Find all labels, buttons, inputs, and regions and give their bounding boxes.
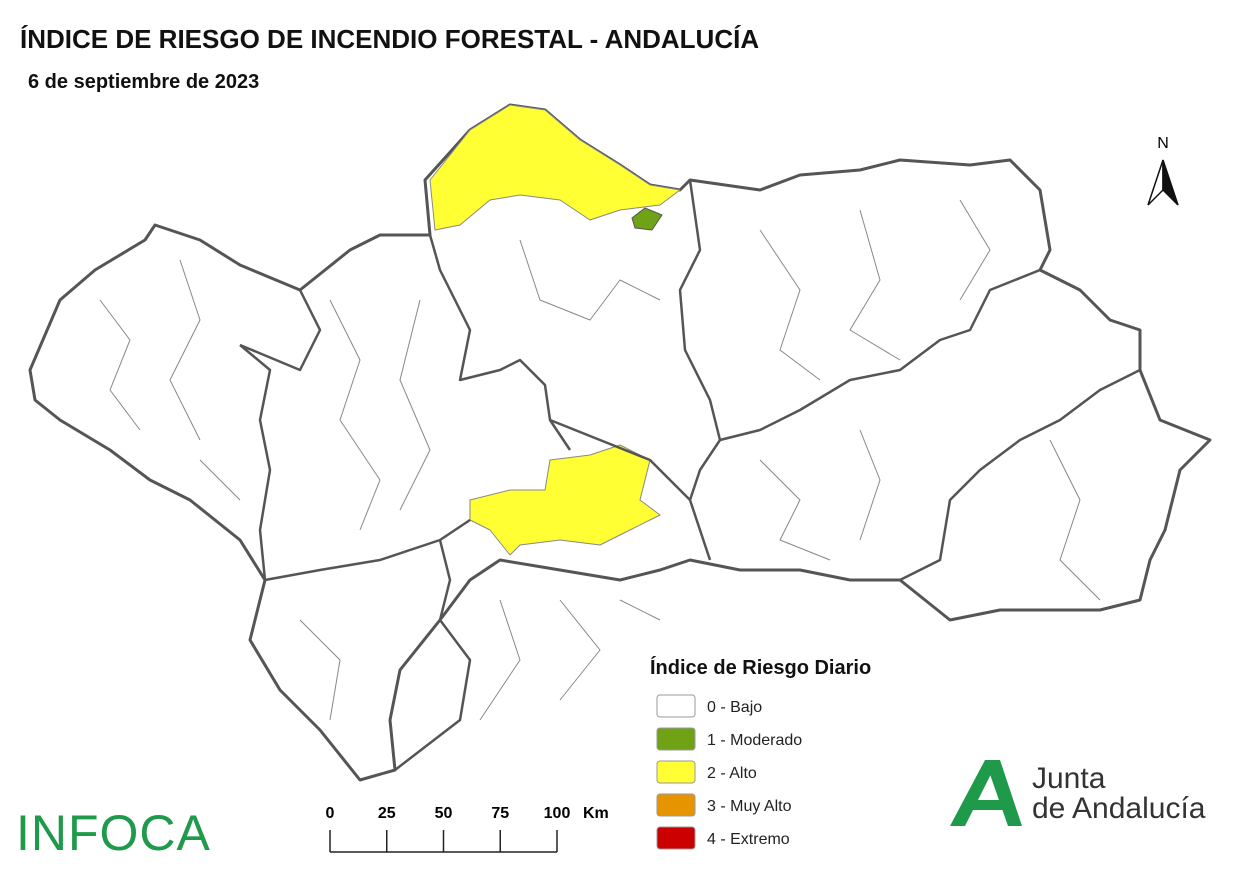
- north-arrow: N: [1147, 135, 1179, 206]
- legend-swatch: [656, 694, 696, 718]
- legend-swatch: [656, 793, 696, 817]
- province-borders: [239, 179, 1141, 771]
- scale-label: 25: [378, 805, 396, 822]
- scale-label: 0: [326, 805, 335, 822]
- map: [28, 103, 1212, 782]
- junta-line1: Junta: [1032, 762, 1106, 795]
- junta-logo: Junta de Andalucía: [950, 760, 1206, 826]
- scale-label: 100: [544, 805, 571, 822]
- logo-shape: [972, 800, 1015, 810]
- region-outline: [28, 103, 1212, 782]
- scale-bar: 0 25 50 75 100 Km: [326, 805, 609, 853]
- legend-label: 0 - Bajo: [707, 699, 762, 716]
- high-risk-area: [469, 444, 661, 556]
- infoca-logo: INFOCA: [16, 805, 211, 861]
- legend-label: 2 - Alto: [707, 765, 757, 782]
- title: ÍNDICE DE RIESGO DE INCENDIO FORESTAL - …: [20, 24, 759, 54]
- subtitle: 6 de septiembre de 2023: [28, 71, 259, 93]
- junta-line2: de Andalucía: [1032, 792, 1206, 825]
- legend-title: Índice de Riesgo Diario: [650, 656, 871, 679]
- north-label: N: [1157, 135, 1169, 152]
- north-arrow-right: [1162, 159, 1179, 206]
- scale-unit: Km: [583, 805, 609, 822]
- legend-label: 4 - Extremo: [707, 831, 790, 848]
- legend-swatch: [656, 826, 696, 850]
- scale-label: 75: [491, 805, 509, 822]
- moderate-risk-area: [631, 207, 663, 231]
- legend-swatch: [656, 727, 696, 751]
- logo-shape: [950, 760, 998, 826]
- legend: 0 - Bajo 1 - Moderado 2 - Alto 3 - Muy Alto…: [656, 694, 802, 850]
- legend-label: 1 - Moderado: [707, 732, 802, 749]
- high-risk-area: [429, 104, 681, 231]
- scale-label: 50: [435, 805, 453, 822]
- legend-label: 3 - Muy Alto: [707, 798, 792, 815]
- municipal-borders: [99, 199, 1101, 721]
- legend-swatch: [656, 760, 696, 784]
